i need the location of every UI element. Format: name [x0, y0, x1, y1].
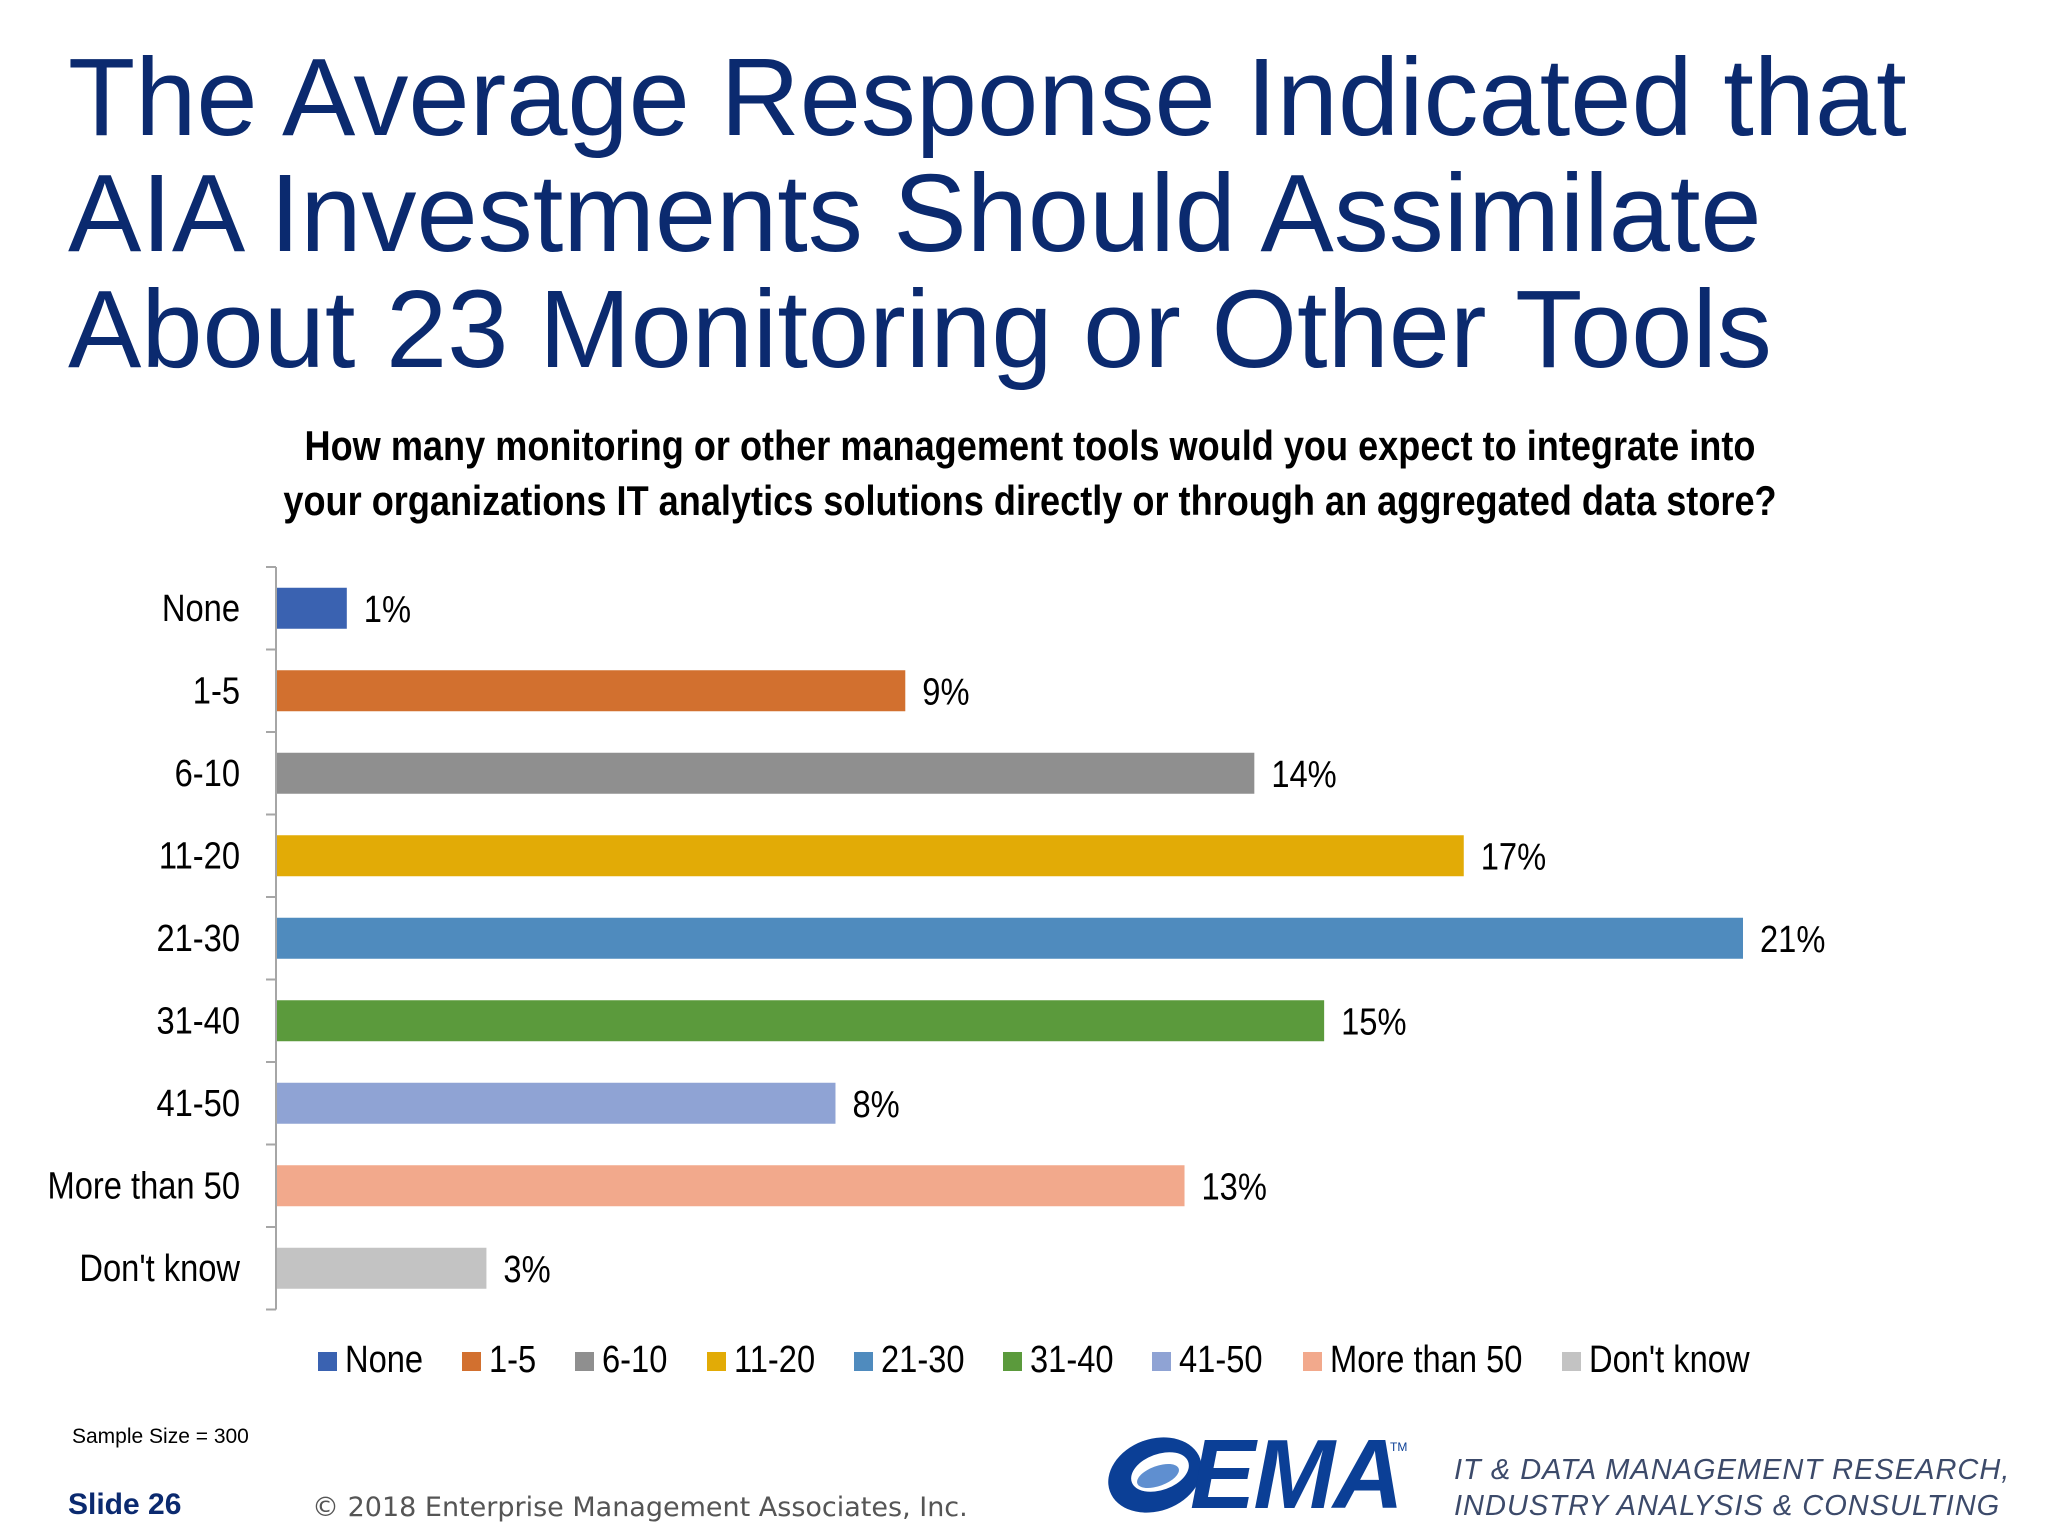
legend-label: 1-5 — [489, 1338, 536, 1381]
bar — [277, 1165, 1185, 1207]
bar — [277, 1247, 487, 1289]
sample-size: Sample Size = 300 — [72, 1425, 249, 1448]
value-label: 13% — [1202, 1165, 1267, 1208]
value-label: 8% — [852, 1083, 899, 1126]
legend-swatch — [854, 1352, 873, 1371]
category-label: 31-40 — [156, 999, 240, 1042]
bar — [277, 917, 1743, 959]
legend-swatch — [1152, 1352, 1171, 1371]
title-line-1: The Average Response Indicated that — [68, 36, 1907, 159]
title-line-2: AIA Investments Should Assimilate — [68, 152, 1762, 275]
ema-logo-trademark: TM — [1390, 1440, 1408, 1454]
category-label: 6-10 — [175, 752, 240, 795]
bar — [277, 1082, 836, 1124]
legend-label: 21-30 — [881, 1338, 965, 1381]
legend-swatch — [1562, 1352, 1581, 1371]
category-label: 21-30 — [156, 917, 240, 960]
question-line-2: your organizations IT analytics solution… — [283, 477, 1777, 524]
legend-swatch — [318, 1352, 337, 1371]
legend-label: Don't know — [1589, 1338, 1750, 1381]
bar — [277, 670, 906, 712]
tagline-line-2: INDUSTRY ANALYSIS & CONSULTING — [1454, 1490, 2001, 1522]
category-label: Don't know — [79, 1247, 240, 1290]
tagline-line-1: IT & DATA MANAGEMENT RESEARCH, — [1454, 1454, 2011, 1486]
legend-label: 6-10 — [602, 1338, 667, 1381]
bar — [277, 752, 1255, 794]
bar — [277, 587, 347, 629]
legend-swatch — [707, 1352, 726, 1371]
question-line-1: How many monitoring or other management … — [304, 422, 1756, 469]
value-label: 21% — [1760, 918, 1825, 961]
slide-title: The Average Response Indicated that AIA … — [68, 40, 2008, 388]
legend: None 1-5 6-10 11-20 21-30 31-40 41-50 More than… — [318, 1338, 1750, 1381]
legend-label: None — [345, 1338, 423, 1381]
legend-label: 11-20 — [734, 1338, 815, 1381]
category-label: 11-20 — [159, 834, 240, 877]
ema-logo-text: EMA — [1190, 1419, 1404, 1529]
category-label: 41-50 — [156, 1082, 240, 1125]
bar-chart: None 1% 1-5 9% 6-10 14% 11-20 17% 21-30 21% 31-40 1… — [48, 566, 1825, 1381]
category-label: More than 50 — [48, 1164, 240, 1207]
value-label: 17% — [1481, 835, 1546, 878]
title-line-3: About 23 Monitoring or Other Tools — [68, 268, 1772, 391]
legend-label: More than 50 — [1330, 1338, 1522, 1381]
ema-logo-swoosh-icon — [1108, 1437, 1202, 1513]
legend-label: 41-50 — [1179, 1338, 1263, 1381]
bar — [277, 835, 1464, 877]
bar — [277, 1000, 1325, 1042]
legend-swatch — [1003, 1352, 1022, 1371]
legend-swatch — [575, 1352, 594, 1371]
copyright: © 2018 Enterprise Management Associates,… — [312, 1492, 968, 1523]
value-label: 1% — [364, 588, 411, 631]
value-label: 3% — [503, 1248, 550, 1291]
bars-group: None 1% 1-5 9% 6-10 14% 11-20 17% 21-30 21% 31-40 1… — [48, 566, 1825, 1311]
legend-swatch — [1303, 1352, 1322, 1371]
category-label: 1-5 — [193, 669, 240, 712]
legend-label: 31-40 — [1030, 1338, 1114, 1381]
category-label: None — [162, 587, 240, 630]
value-label: 14% — [1271, 753, 1336, 796]
legend-swatch — [462, 1352, 481, 1371]
value-label: 15% — [1341, 1000, 1406, 1043]
value-label: 9% — [922, 670, 969, 713]
slide-number: Slide 26 — [68, 1488, 182, 1521]
